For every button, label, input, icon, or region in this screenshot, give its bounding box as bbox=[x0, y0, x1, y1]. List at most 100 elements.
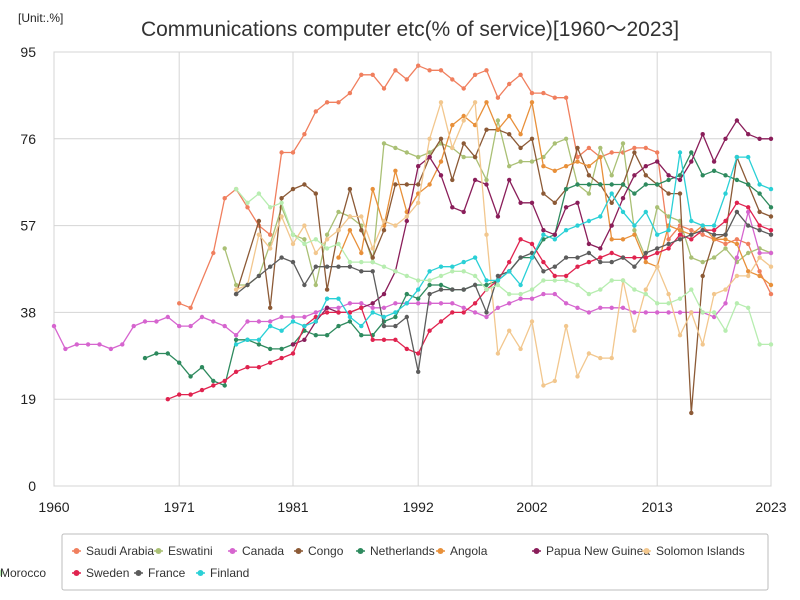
legend-item: Papua New Guinea bbox=[532, 544, 650, 558]
data-point bbox=[620, 182, 626, 187]
data-point bbox=[427, 150, 432, 155]
data-point bbox=[359, 250, 364, 256]
data-point bbox=[472, 72, 478, 78]
data-point bbox=[609, 259, 614, 265]
data-point bbox=[245, 337, 250, 342]
data-point bbox=[768, 264, 774, 269]
data-point bbox=[131, 323, 136, 329]
data-point bbox=[393, 337, 398, 342]
data-point bbox=[188, 323, 193, 329]
data-point bbox=[370, 72, 375, 78]
data-point bbox=[734, 273, 740, 279]
data-point bbox=[643, 164, 648, 169]
data-point bbox=[370, 259, 375, 265]
data-point bbox=[461, 259, 466, 265]
data-point bbox=[336, 100, 341, 105]
data-point bbox=[290, 150, 296, 155]
data-point bbox=[427, 278, 432, 283]
data-point bbox=[643, 291, 648, 297]
data-point bbox=[746, 273, 751, 279]
data-point bbox=[586, 291, 592, 297]
data-point bbox=[507, 269, 512, 274]
data-point bbox=[268, 232, 273, 237]
legend-label: Sweden bbox=[86, 566, 129, 580]
data-point bbox=[416, 182, 421, 187]
data-point bbox=[336, 209, 341, 215]
data-point bbox=[256, 337, 262, 342]
data-point bbox=[381, 218, 387, 224]
data-point bbox=[768, 291, 774, 297]
data-point bbox=[563, 136, 569, 141]
legend-swatch-marker bbox=[197, 570, 204, 576]
data-point bbox=[711, 291, 717, 297]
data-point bbox=[700, 310, 705, 315]
data-point bbox=[347, 228, 353, 233]
data-point bbox=[302, 323, 307, 329]
data-point bbox=[700, 223, 705, 228]
legend-label: France bbox=[148, 566, 186, 580]
data-point bbox=[507, 328, 512, 333]
data-point bbox=[563, 228, 569, 233]
data-point bbox=[541, 164, 546, 169]
data-point bbox=[427, 136, 432, 141]
data-point bbox=[416, 351, 421, 356]
data-point bbox=[655, 150, 660, 155]
data-point bbox=[63, 346, 68, 352]
data-point bbox=[154, 351, 159, 356]
data-point bbox=[427, 291, 432, 297]
data-point bbox=[370, 269, 375, 274]
data-point bbox=[393, 145, 398, 151]
data-point bbox=[609, 237, 614, 242]
legend-item: Finland bbox=[196, 566, 249, 580]
legend-item: Congo bbox=[294, 544, 344, 558]
legend-swatch-marker bbox=[229, 548, 236, 554]
legend-item: France bbox=[134, 566, 186, 580]
data-point bbox=[700, 228, 705, 233]
data-point bbox=[359, 301, 364, 306]
data-point bbox=[404, 218, 409, 224]
data-point bbox=[290, 314, 296, 320]
data-point bbox=[552, 168, 557, 173]
x-tick-label: 1960 bbox=[38, 499, 69, 515]
data-point bbox=[677, 191, 683, 196]
data-point bbox=[370, 246, 375, 251]
data-point bbox=[677, 310, 683, 315]
data-point bbox=[586, 145, 592, 151]
data-point bbox=[370, 255, 375, 260]
data-point bbox=[552, 378, 557, 384]
data-point bbox=[427, 154, 432, 160]
series-line bbox=[235, 151, 772, 346]
data-point bbox=[393, 68, 398, 73]
data-point bbox=[279, 200, 284, 205]
data-point bbox=[404, 273, 409, 279]
data-point bbox=[347, 314, 353, 320]
data-point bbox=[177, 360, 182, 365]
data-point bbox=[655, 246, 660, 251]
data-point bbox=[711, 168, 717, 173]
data-point bbox=[336, 241, 341, 247]
data-point bbox=[393, 182, 398, 187]
data-point bbox=[381, 323, 387, 329]
data-point bbox=[552, 273, 557, 279]
data-point bbox=[746, 205, 751, 210]
data-point bbox=[734, 118, 740, 123]
data-point bbox=[51, 323, 57, 329]
x-tick-label: 1981 bbox=[277, 499, 308, 515]
data-point bbox=[643, 182, 648, 187]
data-point bbox=[416, 63, 421, 68]
data-point bbox=[575, 159, 580, 164]
data-point bbox=[199, 314, 205, 320]
data-point bbox=[495, 273, 501, 279]
data-point bbox=[416, 296, 421, 301]
data-point bbox=[563, 273, 569, 279]
data-point bbox=[484, 182, 489, 187]
data-point bbox=[598, 305, 603, 310]
data-point bbox=[290, 186, 296, 192]
data-point bbox=[757, 182, 762, 187]
data-point bbox=[245, 200, 250, 205]
data-point bbox=[336, 296, 341, 301]
data-point bbox=[347, 259, 353, 265]
data-point bbox=[336, 264, 341, 269]
data-point bbox=[495, 118, 501, 123]
data-point bbox=[655, 159, 660, 164]
